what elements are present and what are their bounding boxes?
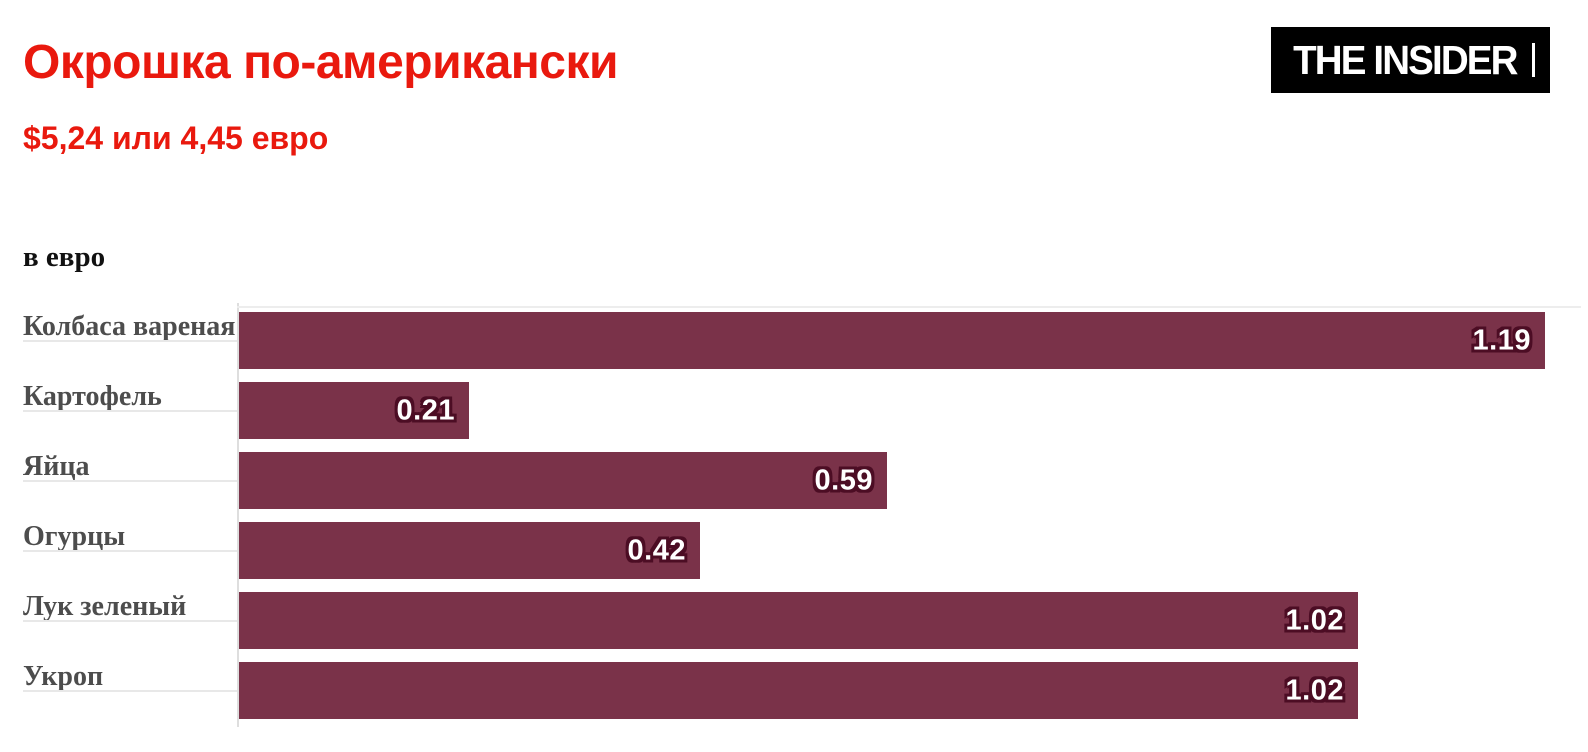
category-label: Укроп — [23, 661, 104, 692]
category-label: Огурцы — [23, 521, 126, 552]
category-label: Яйца — [23, 451, 90, 482]
chart-unit-label: в евро — [23, 241, 106, 273]
category-label: Картофель — [23, 381, 162, 412]
category-label: Лук зеленый — [23, 591, 187, 622]
category-label: Колбаса вареная — [23, 311, 236, 342]
bar-value-label: 0.21 — [396, 394, 455, 426]
category-label-underline — [23, 550, 237, 552]
logo-text: THE INSIDER — [1292, 36, 1518, 83]
bar-row: Лук зеленый 1.02 — [0, 592, 1588, 662]
bar-value-label: 1.02 — [1285, 674, 1344, 706]
bar-value-label: 0.42 — [627, 534, 686, 566]
bar-chart: Колбаса вареная 1.19 Картофель 0.21 Яйца… — [0, 312, 1588, 732]
bar: 1.02 — [239, 662, 1358, 719]
category-label-underline — [23, 340, 237, 342]
category-label-underline — [23, 690, 237, 692]
plot-top-border — [237, 306, 1581, 308]
bar-row: Яйца 0.59 — [0, 452, 1588, 522]
category-label-underline — [23, 410, 237, 412]
bar-row: Огурцы 0.42 — [0, 522, 1588, 592]
bar-row: Укроп 1.02 — [0, 662, 1588, 732]
bar-value-label: 1.02 — [1285, 604, 1344, 636]
bar: 0.59 — [239, 452, 887, 509]
logo-cursor-bar-icon — [1532, 43, 1536, 77]
category-label-underline — [23, 480, 237, 482]
bar: 0.21 — [239, 382, 469, 439]
bar-value-label: 0.59 — [814, 464, 873, 496]
the-insider-logo: THE INSIDER — [1271, 27, 1550, 93]
bar-row: Картофель 0.21 — [0, 382, 1588, 452]
bar: 1.19 — [239, 312, 1545, 369]
bar: 0.42 — [239, 522, 700, 579]
category-label-underline — [23, 620, 237, 622]
bar-row: Колбаса вареная 1.19 — [0, 312, 1588, 382]
y-axis-line — [237, 303, 239, 727]
page-title: Окрошка по-американски — [23, 36, 619, 89]
page-subtitle: $5,24 или 4,45 евро — [23, 120, 329, 156]
bar: 1.02 — [239, 592, 1358, 649]
bar-value-label: 1.19 — [1472, 324, 1531, 356]
